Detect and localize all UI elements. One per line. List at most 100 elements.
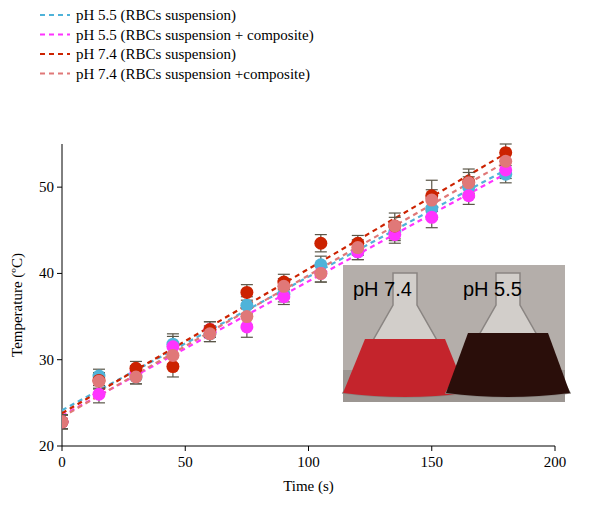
error-cap xyxy=(62,414,68,415)
error-cap xyxy=(241,337,253,338)
chart: 05010015020020304050Time (s)Temperature … xyxy=(0,0,592,505)
legend-swatch xyxy=(40,53,70,55)
error-bar xyxy=(62,415,68,429)
inset-label: pH 5.5 xyxy=(463,278,522,300)
point xyxy=(499,155,512,168)
x-tick-label: 100 xyxy=(297,454,320,470)
point xyxy=(240,286,253,299)
error-cap xyxy=(278,274,290,275)
y-axis-title: Temperature (ºC) xyxy=(9,253,26,357)
error-cap xyxy=(389,217,401,218)
point xyxy=(314,267,327,280)
error-cap xyxy=(62,428,68,429)
error-bar xyxy=(62,415,68,429)
point xyxy=(314,267,327,280)
point xyxy=(166,360,179,373)
error-cap xyxy=(500,182,512,183)
error-cap xyxy=(315,256,327,257)
point xyxy=(92,374,105,387)
legend-swatch xyxy=(40,72,70,74)
trend-line xyxy=(62,170,506,410)
error-cap xyxy=(167,336,179,337)
error-bar xyxy=(93,386,105,403)
error-bar xyxy=(130,370,142,384)
error-cap xyxy=(315,234,327,235)
point xyxy=(92,375,105,388)
point xyxy=(62,415,69,428)
flask-liquid xyxy=(446,333,570,397)
legend-label: pH 7.4 (RBCs suspension) xyxy=(76,46,236,63)
error-cap xyxy=(62,428,68,429)
flask xyxy=(446,273,570,397)
error-cap xyxy=(62,428,68,429)
error-cap xyxy=(426,227,438,228)
error-cap xyxy=(93,402,105,403)
error-cap xyxy=(62,414,68,415)
point xyxy=(62,415,69,428)
error-bar xyxy=(315,235,327,252)
trend-line xyxy=(62,153,506,413)
error-cap xyxy=(463,172,475,173)
point xyxy=(462,189,475,202)
error-cap xyxy=(62,428,68,429)
point xyxy=(240,299,253,312)
error-cap xyxy=(204,341,216,342)
error-cap xyxy=(204,341,216,342)
x-tick-label: 50 xyxy=(178,454,193,470)
error-cap xyxy=(167,376,179,377)
error-cap xyxy=(463,168,475,169)
flask-glass xyxy=(446,273,570,397)
error-cap xyxy=(62,414,68,415)
x-tick-label: 150 xyxy=(421,454,444,470)
trend-line xyxy=(62,162,506,417)
error-bar xyxy=(62,415,68,429)
error-cap xyxy=(315,281,327,282)
legend-label: pH 5.5 (RBCs suspension) xyxy=(76,7,236,24)
point xyxy=(425,211,438,224)
y-tick-label: 30 xyxy=(39,352,54,368)
error-cap xyxy=(315,281,327,282)
point xyxy=(314,237,327,250)
point xyxy=(351,241,364,254)
error-cap xyxy=(463,204,475,205)
error-cap xyxy=(278,304,290,305)
x-tick xyxy=(431,446,432,451)
point xyxy=(203,327,216,340)
y-tick-label: 20 xyxy=(39,438,54,454)
inset-label: pH 7.4 xyxy=(353,278,412,300)
error-cap xyxy=(241,284,253,285)
inset-photo: pH 7.4 pH 5.5 xyxy=(343,265,570,402)
y-axis xyxy=(62,144,63,446)
legend-swatch xyxy=(40,14,70,16)
error-cap xyxy=(62,414,68,415)
legend: pH 5.5 (RBCs suspension) pH 5.5 (RBCs sus… xyxy=(40,7,314,83)
x-tick-label: 0 xyxy=(58,454,66,470)
legend-label: pH 7.4 (RBCs suspension +composite) xyxy=(76,66,310,83)
point xyxy=(62,415,69,428)
legend-label: pH 5.5 (RBCs suspension + composite) xyxy=(76,27,314,44)
error-cap xyxy=(500,143,512,144)
error-cap xyxy=(426,180,438,181)
error-cap xyxy=(389,243,401,244)
point xyxy=(62,415,69,428)
error-cap xyxy=(352,259,364,260)
x-axis-title: Time (s) xyxy=(283,478,334,495)
point xyxy=(277,280,290,293)
point xyxy=(388,219,401,232)
error-bar xyxy=(93,374,105,390)
x-tick xyxy=(308,446,309,451)
error-cap xyxy=(204,321,216,322)
error-cap xyxy=(389,212,401,213)
y-tick xyxy=(57,446,62,447)
legend-swatch xyxy=(40,33,70,35)
plot-area xyxy=(62,144,512,429)
error-bar xyxy=(130,370,142,384)
error-cap xyxy=(167,333,179,334)
y-tick-label: 50 xyxy=(39,179,54,195)
point xyxy=(129,370,142,383)
y-tick xyxy=(57,359,62,360)
point xyxy=(388,219,401,232)
x-tick xyxy=(62,446,63,451)
point xyxy=(92,388,105,401)
point xyxy=(240,310,253,323)
